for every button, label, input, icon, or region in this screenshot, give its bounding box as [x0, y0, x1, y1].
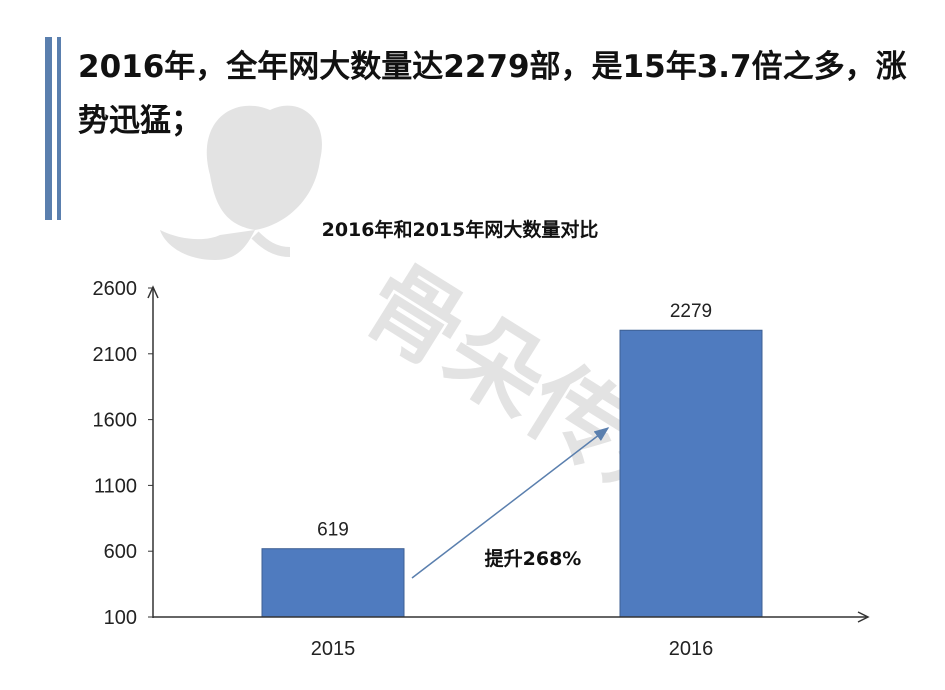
headline-accent-bars	[45, 37, 67, 220]
x-tick-label-2016: 2016	[669, 638, 714, 660]
y-ticks-group: 100 600 1100 1600 2100 2600	[93, 278, 153, 629]
y-tick-label: 2600	[93, 278, 138, 300]
x-axis-arrow	[857, 611, 870, 623]
x-tick-label-2015: 2015	[311, 638, 356, 660]
chart-title: 2016年和2015年网大数量对比	[322, 218, 599, 241]
y-tick-label: 1100	[94, 475, 137, 497]
bar-2016	[619, 329, 763, 618]
y-tick-label: 1600	[93, 410, 138, 432]
y-axis-arrow	[147, 285, 159, 299]
y-tick-label: 100	[104, 607, 137, 629]
increase-annotation: 提升268%	[485, 547, 582, 570]
y-tick-label: 2100	[93, 344, 138, 366]
data-label-2016: 2279	[670, 301, 712, 322]
bars-group	[261, 329, 763, 618]
data-label-2015: 619	[317, 520, 349, 541]
data-labels-group: 619 2279	[317, 301, 712, 540]
increase-arrow	[411, 427, 610, 579]
x-ticks-group: 2015 2016	[311, 638, 714, 660]
y-tick-label: 600	[104, 541, 137, 563]
bar-2015	[261, 548, 405, 618]
watermark-flower-logo	[160, 105, 322, 260]
headline-text: 2016年，全年网大数量达2279部，是15年3.7倍之多，涨势迅猛；	[78, 49, 907, 139]
